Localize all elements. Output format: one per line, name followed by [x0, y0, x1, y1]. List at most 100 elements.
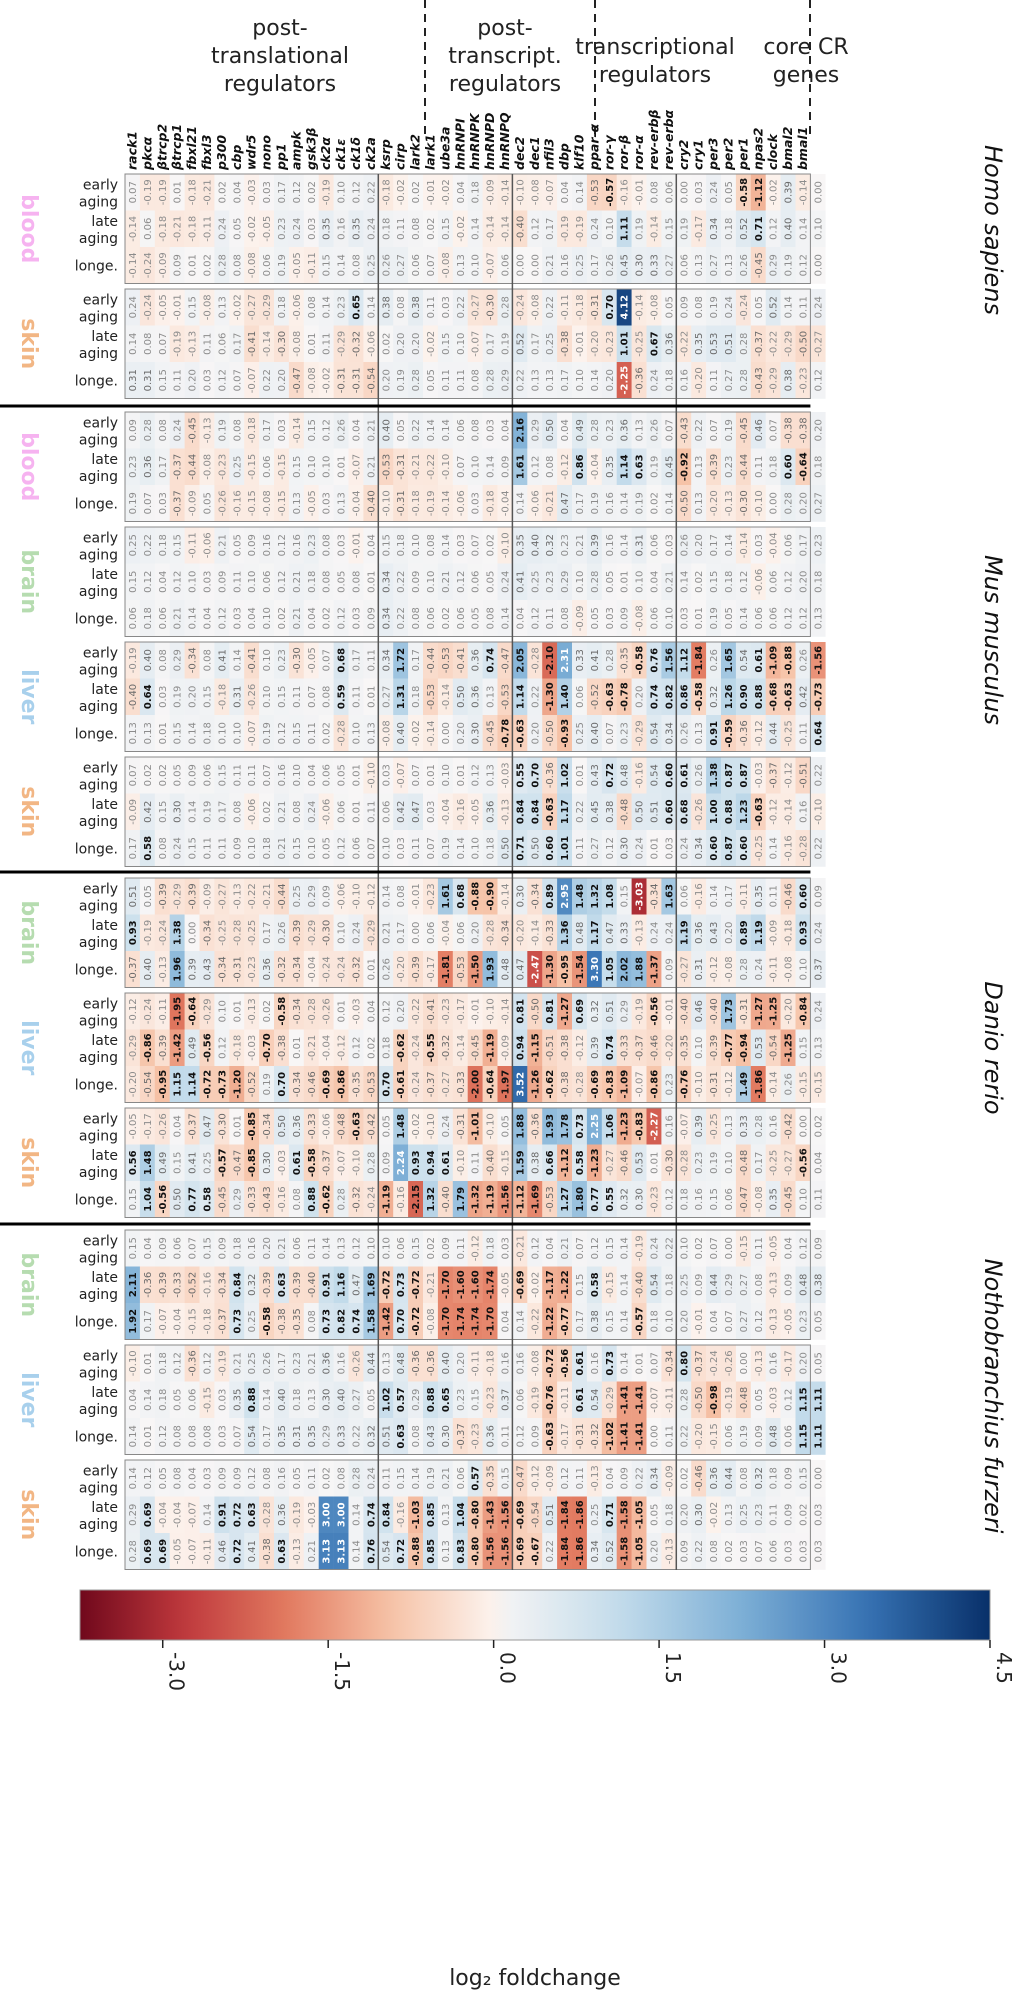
gene-label: ppar-α	[586, 123, 601, 171]
cell-value: 0.01	[366, 686, 377, 708]
cell-value: 1.79	[456, 1187, 467, 1212]
cell-value: 0.25	[590, 1504, 601, 1526]
heatmap-cell	[795, 412, 811, 449]
cell-value: -0.22	[530, 1308, 541, 1334]
cell-value: 0.02	[441, 607, 452, 629]
heatmap-cell	[497, 715, 513, 752]
cell-value: -2.27	[649, 1112, 660, 1141]
cell-value: 0.59	[337, 684, 348, 709]
cell-value: -0.98	[709, 1385, 720, 1414]
heatmap-cell	[125, 600, 141, 637]
row-label: aging	[79, 1287, 118, 1303]
cell-value: 0.06	[217, 333, 228, 355]
cell-value: 0.05	[158, 1467, 169, 1489]
cell-value: 0.02	[322, 722, 333, 744]
heatmap-cell	[288, 715, 305, 752]
cell-value: 0.34	[649, 1467, 660, 1489]
cell-value: 0.29	[322, 1425, 333, 1447]
cell-value: 0.41	[188, 1152, 199, 1174]
cell-value: 0.07	[605, 722, 616, 744]
heatmap-cell	[721, 563, 737, 601]
cell-value: 0.23	[605, 419, 616, 441]
cell-value: -0.80	[471, 1500, 482, 1529]
row-label: longe.	[75, 611, 118, 627]
heatmap-cell	[363, 563, 379, 601]
cell-value: -0.32	[590, 1423, 601, 1449]
cell-value: 0.10	[664, 607, 675, 629]
heatmap-cell	[423, 325, 439, 363]
cell-value: 0.03	[813, 1540, 824, 1562]
cell-value: 0.08	[158, 649, 169, 671]
cell-value: 0.32	[709, 686, 720, 708]
cell-value: 1.01	[620, 331, 631, 356]
heatmap-cell	[423, 174, 439, 211]
heatmap-cell	[646, 362, 662, 399]
cell-value: 1.14	[515, 684, 526, 709]
cell-value: 0.10	[471, 456, 482, 478]
cell-value: 0.12	[798, 1237, 809, 1259]
cell-value: 0.29	[307, 885, 318, 907]
cell-value: 0.24	[292, 218, 303, 240]
cell-value: -2.00	[471, 1070, 482, 1099]
cell-value: 0.20	[262, 1237, 273, 1259]
cell-value: 0.07	[262, 764, 273, 786]
cell-value: 2.05	[515, 648, 526, 673]
cell-value: 0.24	[441, 1115, 452, 1137]
heatmap-cell	[318, 715, 334, 752]
gene-label: clock	[765, 133, 780, 170]
row-label: aging	[79, 814, 118, 830]
cell-value: -0.63	[754, 797, 765, 826]
heatmap-cell	[542, 642, 558, 679]
cell-value: -0.25	[635, 331, 646, 357]
cell-value: -0.22	[247, 883, 258, 909]
cell-value: -1.70	[441, 1307, 452, 1336]
cell-value: 0.33	[575, 649, 586, 671]
heatmap-cell	[810, 485, 826, 522]
cell-value: 0.17	[575, 492, 586, 514]
heatmap-cell	[229, 289, 245, 326]
heatmap-cell	[572, 247, 588, 284]
cell-value: 0.86	[679, 684, 690, 709]
cell-value: -0.46	[649, 1035, 660, 1061]
cell-value: -0.10	[381, 490, 392, 516]
cell-value: 0.12	[381, 1000, 392, 1022]
cell-value: 0.07	[158, 333, 169, 355]
cell-value: 0.76	[366, 1539, 377, 1564]
heatmap-cell	[586, 362, 603, 399]
heatmap-cell	[259, 485, 275, 522]
cell-value: 0.08	[351, 571, 362, 593]
cell-value: -0.45	[754, 252, 765, 278]
cell-value: -0.06	[247, 799, 258, 825]
heatmap-cell	[378, 563, 394, 601]
heatmap-cell	[259, 448, 275, 486]
cell-value: 0.11	[426, 296, 437, 318]
heatmap-cell	[616, 563, 632, 601]
cell-value: 0.51	[724, 333, 735, 355]
cell-value: 0.06	[292, 1237, 303, 1259]
cell-value: 0.02	[322, 607, 333, 629]
cell-value: -1.95	[173, 997, 184, 1026]
heatmap-cell	[676, 678, 692, 716]
heatmap-cell	[288, 362, 305, 399]
cell-value: -0.12	[560, 454, 571, 480]
cell-value: 0.22	[366, 181, 377, 203]
cell-value: 0.20	[798, 492, 809, 514]
row-label: early	[83, 292, 118, 308]
cell-value: -1.09	[769, 646, 780, 675]
cell-value: -0.15	[709, 1423, 720, 1449]
cell-value: 0.02	[158, 764, 169, 786]
cell-value: -0.21	[426, 1272, 437, 1298]
cell-value: -1.26	[530, 1070, 541, 1099]
heatmap-cell	[363, 174, 379, 211]
cell-value: 0.30	[694, 1504, 705, 1526]
cell-value: 0.10	[262, 649, 273, 671]
heatmap-cell	[348, 362, 364, 399]
cell-value: -0.18	[575, 294, 586, 320]
heatmap-cell	[244, 247, 260, 284]
cell-value: 0.10	[262, 607, 273, 629]
cell-value: -0.39	[158, 883, 169, 909]
cell-value: 0.60	[709, 836, 720, 861]
heatmap-cell	[169, 678, 185, 716]
cell-value: 0.23	[277, 649, 288, 671]
